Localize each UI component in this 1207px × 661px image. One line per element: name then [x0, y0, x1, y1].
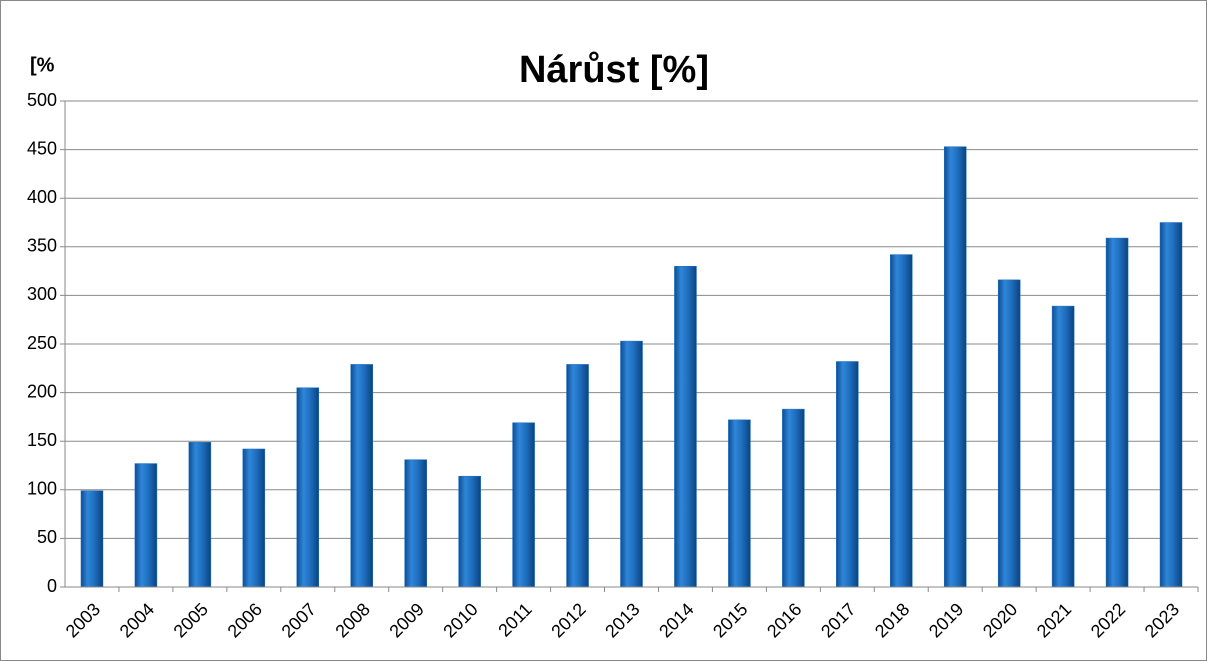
bar	[836, 361, 859, 588]
bar	[620, 340, 643, 588]
bar	[242, 448, 266, 588]
y-tick-label: 150	[27, 430, 57, 450]
y-tick-label: 100	[27, 479, 57, 499]
y-tick-label: 200	[27, 381, 57, 401]
bar	[80, 490, 104, 588]
bar	[1105, 237, 1129, 588]
y-tick-label: 500	[27, 90, 57, 110]
y-tick-label: 400	[27, 187, 57, 207]
y-axis-label: [%	[30, 54, 55, 76]
y-tick-label: 450	[27, 138, 57, 158]
bar	[674, 265, 697, 588]
bar	[458, 475, 481, 588]
bar	[997, 279, 1021, 588]
bar	[350, 364, 373, 588]
bar	[782, 408, 805, 588]
chart-title: Nárůst [%]	[519, 49, 709, 91]
bar	[1051, 305, 1075, 588]
bar	[566, 364, 589, 588]
y-tick-label: 50	[37, 527, 57, 547]
y-tick-label: 0	[47, 576, 57, 596]
bar	[890, 254, 913, 588]
y-tick-label: 300	[27, 284, 57, 304]
bar	[943, 146, 967, 588]
bar	[728, 419, 751, 588]
bar	[188, 441, 212, 588]
bar	[512, 422, 535, 588]
y-tick-label: 350	[27, 236, 57, 256]
bar	[404, 459, 427, 588]
bar	[134, 463, 158, 588]
bar	[1159, 222, 1183, 588]
bar	[296, 387, 320, 588]
y-tick-label: 250	[27, 333, 57, 353]
